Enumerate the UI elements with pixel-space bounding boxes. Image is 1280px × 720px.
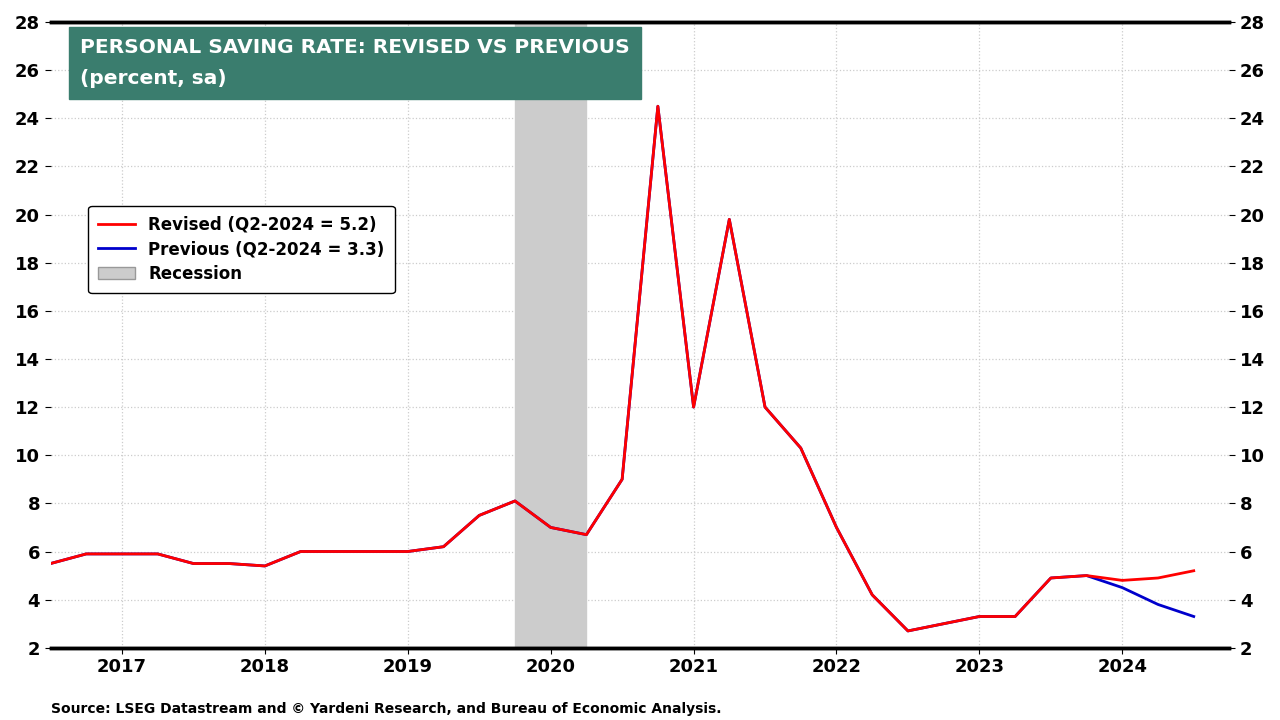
Previous (Q2-2024 = 3.3) <box>758 402 773 411</box>
Revised (Q2-2024 = 5.2) <box>972 612 987 621</box>
Previous (Q2-2024 = 3.3) <box>1007 612 1023 621</box>
Previous (Q2-2024 = 3.3) <box>257 562 273 570</box>
Revised (Q2-2024 = 5.2) <box>221 559 237 568</box>
Previous (Q2-2024 = 3.3) <box>864 590 879 599</box>
Previous (Q2-2024 = 3.3) <box>1115 583 1130 592</box>
Previous (Q2-2024 = 3.3) <box>114 549 129 558</box>
Previous (Q2-2024 = 3.3) <box>329 547 344 556</box>
Previous (Q2-2024 = 3.3) <box>1079 571 1094 580</box>
Revised (Q2-2024 = 5.2) <box>650 102 666 111</box>
Revised (Q2-2024 = 5.2) <box>1187 567 1202 575</box>
Previous (Q2-2024 = 3.3) <box>42 559 58 568</box>
Revised (Q2-2024 = 5.2) <box>758 402 773 411</box>
Previous (Q2-2024 = 3.3) <box>543 523 558 532</box>
Previous (Q2-2024 = 3.3) <box>401 547 416 556</box>
Revised (Q2-2024 = 5.2) <box>401 547 416 556</box>
Revised (Q2-2024 = 5.2) <box>1151 574 1166 582</box>
Revised (Q2-2024 = 5.2) <box>1007 612 1023 621</box>
Previous (Q2-2024 = 3.3) <box>471 511 486 520</box>
Revised (Q2-2024 = 5.2) <box>829 523 845 532</box>
Revised (Q2-2024 = 5.2) <box>936 619 951 628</box>
Previous (Q2-2024 = 3.3) <box>614 475 630 484</box>
Revised (Q2-2024 = 5.2) <box>78 549 93 558</box>
Text: Source: LSEG Datastream and © Yardeni Research, and Bureau of Economic Analysis.: Source: LSEG Datastream and © Yardeni Re… <box>51 703 722 716</box>
Revised (Q2-2024 = 5.2) <box>186 559 201 568</box>
Line: Revised (Q2-2024 = 5.2): Revised (Q2-2024 = 5.2) <box>50 107 1194 631</box>
Revised (Q2-2024 = 5.2) <box>722 215 737 224</box>
Previous (Q2-2024 = 3.3) <box>1043 574 1059 582</box>
Previous (Q2-2024 = 3.3) <box>435 542 451 551</box>
Previous (Q2-2024 = 3.3) <box>936 619 951 628</box>
Revised (Q2-2024 = 5.2) <box>114 549 129 558</box>
Previous (Q2-2024 = 3.3) <box>972 612 987 621</box>
Revised (Q2-2024 = 5.2) <box>543 523 558 532</box>
Revised (Q2-2024 = 5.2) <box>293 547 308 556</box>
Revised (Q2-2024 = 5.2) <box>42 559 58 568</box>
Revised (Q2-2024 = 5.2) <box>1043 574 1059 582</box>
Revised (Q2-2024 = 5.2) <box>1079 571 1094 580</box>
Revised (Q2-2024 = 5.2) <box>614 475 630 484</box>
Text: PERSONAL SAVING RATE: REVISED VS PREVIOUS
(percent, sa): PERSONAL SAVING RATE: REVISED VS PREVIOU… <box>81 37 630 88</box>
Revised (Q2-2024 = 5.2) <box>686 402 701 411</box>
Previous (Q2-2024 = 3.3) <box>1151 600 1166 609</box>
Previous (Q2-2024 = 3.3) <box>293 547 308 556</box>
Previous (Q2-2024 = 3.3) <box>365 547 380 556</box>
Revised (Q2-2024 = 5.2) <box>794 444 809 452</box>
Previous (Q2-2024 = 3.3) <box>829 523 845 532</box>
Previous (Q2-2024 = 3.3) <box>794 444 809 452</box>
Bar <box>515 22 586 648</box>
Previous (Q2-2024 = 3.3) <box>78 549 93 558</box>
Previous (Q2-2024 = 3.3) <box>900 626 915 635</box>
Previous (Q2-2024 = 3.3) <box>150 549 165 558</box>
Revised (Q2-2024 = 5.2) <box>257 562 273 570</box>
Previous (Q2-2024 = 3.3) <box>186 559 201 568</box>
Revised (Q2-2024 = 5.2) <box>435 542 451 551</box>
Previous (Q2-2024 = 3.3) <box>1187 612 1202 621</box>
Revised (Q2-2024 = 5.2) <box>329 547 344 556</box>
Revised (Q2-2024 = 5.2) <box>900 626 915 635</box>
Revised (Q2-2024 = 5.2) <box>471 511 486 520</box>
Previous (Q2-2024 = 3.3) <box>579 531 594 539</box>
Line: Previous (Q2-2024 = 3.3): Previous (Q2-2024 = 3.3) <box>50 107 1194 631</box>
Previous (Q2-2024 = 3.3) <box>686 402 701 411</box>
Previous (Q2-2024 = 3.3) <box>722 215 737 224</box>
Revised (Q2-2024 = 5.2) <box>864 590 879 599</box>
Previous (Q2-2024 = 3.3) <box>507 497 522 505</box>
Revised (Q2-2024 = 5.2) <box>1115 576 1130 585</box>
Revised (Q2-2024 = 5.2) <box>365 547 380 556</box>
Revised (Q2-2024 = 5.2) <box>150 549 165 558</box>
Legend: Revised (Q2-2024 = 5.2), Previous (Q2-2024 = 3.3), Recession: Revised (Q2-2024 = 5.2), Previous (Q2-20… <box>88 205 394 293</box>
Revised (Q2-2024 = 5.2) <box>579 531 594 539</box>
Previous (Q2-2024 = 3.3) <box>650 102 666 111</box>
Previous (Q2-2024 = 3.3) <box>221 559 237 568</box>
Revised (Q2-2024 = 5.2) <box>507 497 522 505</box>
